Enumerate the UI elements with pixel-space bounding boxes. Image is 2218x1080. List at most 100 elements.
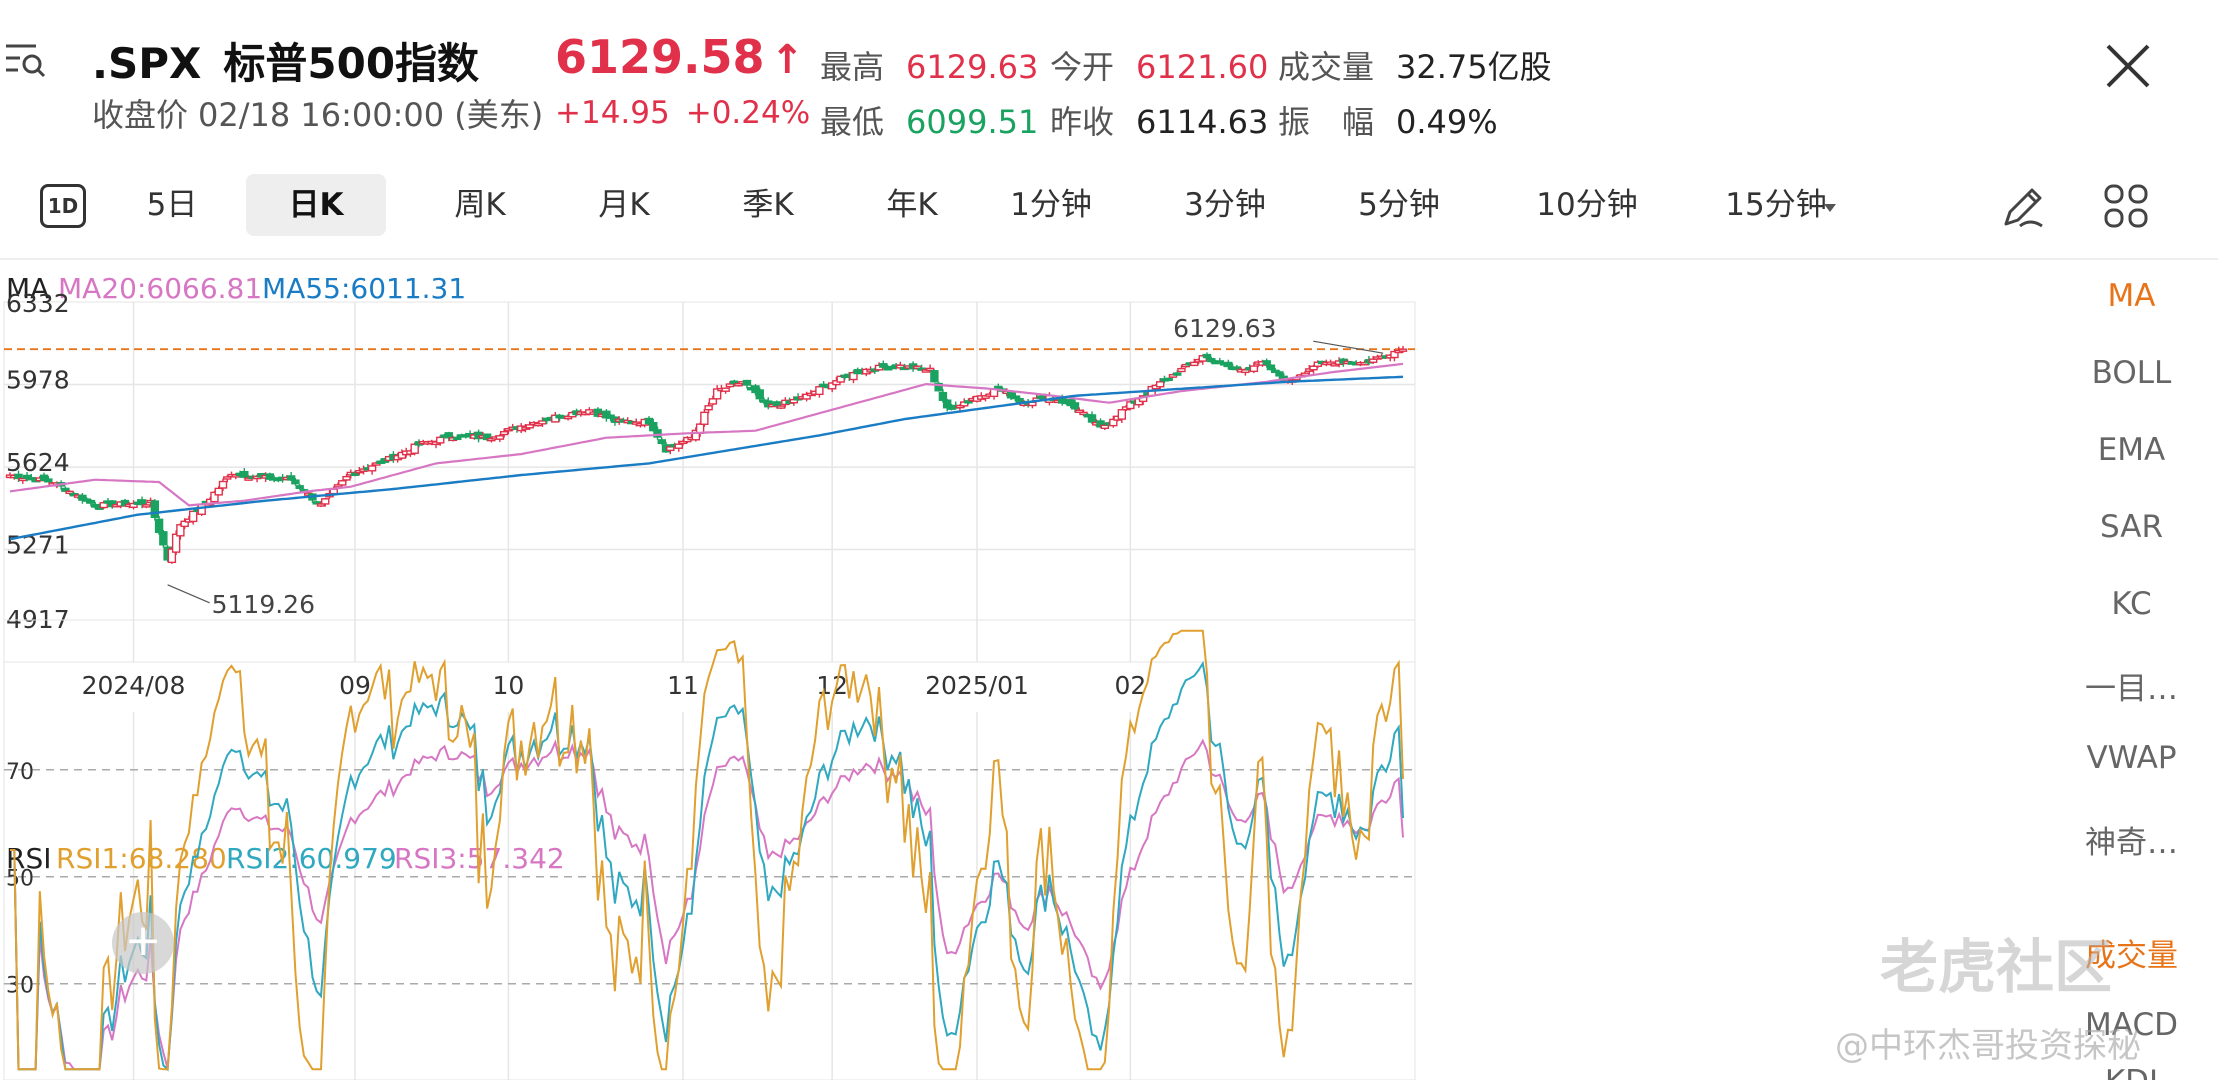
tab-10min[interactable]: 10分钟 [1536,187,1638,223]
candle-down [90,503,100,508]
time-tick-label: 02 [1114,671,1146,700]
close-time: 02/18 16:00:00 (美东) [198,96,544,134]
indicator-kdj[interactable]: KDJ [2045,1064,2218,1080]
rsi-plot-frame [3,619,1416,1080]
indicator-volume[interactable]: 成交量 [2085,938,2178,974]
candle-up [925,367,935,372]
last-price-value: 6129.58 [555,30,765,84]
rsi3-line [10,738,1404,1071]
candle-down [879,363,888,368]
rsi1-line [10,629,1404,1071]
close-icon[interactable] [2100,38,2156,94]
candle-up [214,487,223,496]
candle-up [712,388,722,400]
tab-3min[interactable]: 3分钟 [1184,187,1266,223]
candle-down [1215,360,1225,364]
tab-5min[interactable]: 5分钟 [1358,187,1440,223]
candle-down [154,518,164,534]
candle-up [827,382,837,390]
stat-amplitude: 振 幅 0.49% [1278,103,1498,141]
candle-up [367,465,377,472]
candle-up [372,462,381,466]
indicator-ma[interactable]: MA [2107,278,2156,314]
candle-up [499,431,509,436]
candle-up [180,520,189,528]
layout-grid-icon[interactable] [2100,180,2152,232]
candle-up [1177,367,1186,373]
time-tick-label: 2024/08 [82,671,186,700]
candle-up [188,510,198,523]
indicator-macd[interactable]: MACD [2085,1007,2178,1043]
candle-up [338,480,347,486]
candle-down [78,494,87,501]
candle-up [1168,374,1178,378]
tab-daily-k[interactable]: 日K [246,174,386,236]
candle-up [700,411,709,425]
tab-15min[interactable]: 15分钟 [1725,187,1827,223]
candle-up [538,420,547,425]
candle-up [171,533,181,553]
stat-low: 最低 6099.51 [820,103,1039,141]
rsi-tick-label: 70 [6,760,34,785]
candle-down [14,473,23,480]
add-indicator-button[interactable]: + [112,912,174,974]
candle-down [22,474,32,479]
stock-chart[interactable]: MA MA20:6066.81 MA55:6011.31 6332 5978 562… [0,262,2045,1080]
tab-1d-icon[interactable]: 1D [40,184,86,228]
indicator-vwap[interactable]: VWAP [2086,740,2177,776]
indicator-magic[interactable]: 神奇… [2085,825,2178,861]
tab-yearly-k[interactable]: 年K [886,187,938,223]
candle-down [593,408,603,417]
indicator-ichimoku[interactable]: 一目… [2085,671,2178,707]
candle-down [295,485,304,489]
candle-down [1232,366,1242,371]
rsi-grid: 70 50 30 [3,619,1416,1080]
candle-down [751,385,760,394]
candle-up [342,475,351,481]
candle-down [942,399,952,409]
candle-up [1368,358,1378,363]
price-tick-label: 5271 [6,530,70,559]
extreme-annotations: 6129.63 5119.26 [167,314,1384,619]
draw-pencil-icon[interactable] [1996,180,2050,234]
watermark-author: @中环杰哥投资探秘 [1835,1026,2141,1066]
min-price-leader [167,584,210,604]
change-percent: +0.24% [685,95,811,131]
indicator-kc[interactable]: KC [2111,586,2152,622]
indicator-ema[interactable]: EMA [2097,432,2166,468]
candle-down [657,439,666,445]
candle-down [312,501,321,505]
tab-monthly-k[interactable]: 月K [598,187,650,223]
candle-down [120,499,130,507]
price-tick-label: 5624 [6,448,70,477]
tab-1min[interactable]: 1分钟 [1010,187,1092,223]
candle-down [644,417,654,425]
rsi1-legend: RSI1:68.280 [56,842,227,875]
candle-up [691,429,701,441]
candle-up [1360,362,1369,366]
candle-up [1075,409,1084,413]
candle-up [1313,361,1323,367]
indicator-boll[interactable]: BOLL [2091,355,2172,391]
candle-up [1398,348,1408,352]
price-change: +14.95 +0.24% [555,95,810,131]
tab-quarterly-k[interactable]: 季K [742,187,794,223]
candle-up [525,424,534,429]
main-plot-frame [3,301,1416,663]
candle-up [896,364,905,369]
rsi2-legend: RSI2:60.979 [226,842,397,875]
candle-down [772,401,781,407]
dropdown-caret-icon[interactable] [1822,202,1838,214]
tab-5day[interactable]: 5日 [146,187,198,223]
candle-down [291,479,300,485]
menu-search-icon[interactable] [2,40,48,80]
tab-weekly-k[interactable]: 周K [454,187,506,223]
candle-up [176,524,185,537]
main-grid [3,301,1416,1080]
candle-down [137,499,147,506]
min-price-label: 5119.26 [212,590,315,619]
candle-up [1079,411,1088,416]
indicator-sar[interactable]: SAR [2100,509,2163,545]
candle-down [1202,353,1212,359]
